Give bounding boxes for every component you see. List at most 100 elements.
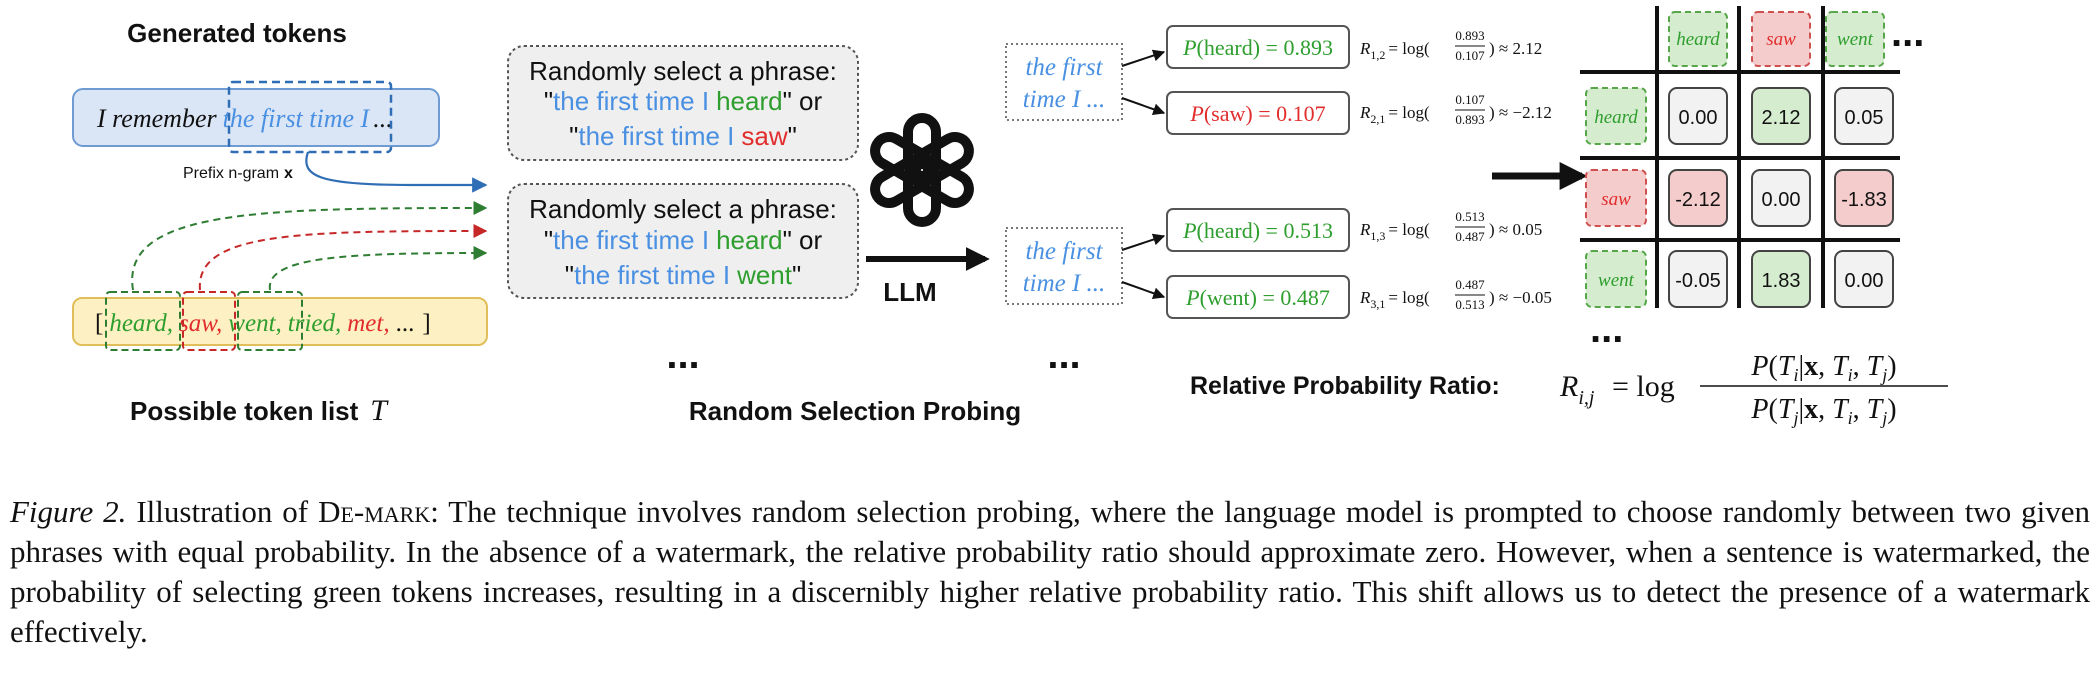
svg-text:time I ...: time I ... — [1023, 270, 1106, 297]
svg-text:0.107: 0.107 — [1455, 92, 1485, 107]
cell-3-1: -0.05 — [1668, 250, 1728, 308]
svg-text:R3,1= log(: R3,1 = log( — [1359, 288, 1430, 311]
probe-arrow-1b — [1121, 97, 1166, 116]
random-selection-probing-label: Random Selection Probing — [689, 396, 1021, 426]
llm-label: LLM — [883, 277, 936, 307]
svg-text:saw: saw — [1601, 189, 1631, 210]
prompt-box-1: Randomly select a phrase: "the first tim… — [507, 45, 859, 161]
ratio-formula: Ri,j = log P(Ti|x, Ti, Tj) P(Tj|x, Ti, T… — [1559, 351, 1948, 428]
caption-method-name: De-mark — [318, 494, 431, 529]
svg-text:[heard,saw,went,tried,met,...]: [heard, saw, went, tried, met,...] — [95, 310, 431, 337]
matrix-ellipsis-bottom: ... — [1590, 307, 1623, 351]
prompt-2-word-1: heard — [716, 225, 783, 255]
probe-context-2: the first time I ... — [1005, 227, 1123, 305]
caption-lead: Illustration of — [136, 494, 309, 529]
row-header-heard: heard — [1585, 87, 1647, 145]
prob-box-went-2: P(went) = 0.487 — [1166, 275, 1350, 319]
svg-text:0.513: 0.513 — [1455, 297, 1484, 312]
caption-label: Figure 2. — [10, 494, 127, 529]
row-header-went: went — [1585, 250, 1647, 308]
svg-text:) ≈ −2.12: ) ≈ −2.12 — [1489, 103, 1552, 122]
matrix-ellipsis-right: ... — [1891, 11, 1924, 55]
row-header-saw: saw — [1585, 169, 1647, 227]
token-arrow-saw — [198, 224, 488, 291]
col-header-saw: saw — [1751, 11, 1811, 67]
svg-text:1.83: 1.83 — [1762, 270, 1801, 292]
svg-text:-1.83: -1.83 — [1841, 189, 1887, 211]
svg-text:R2,1= log(: R2,1 = log( — [1359, 103, 1430, 126]
probe-arrow-1a — [1121, 49, 1166, 67]
cell-1-2: 2.12 — [1751, 87, 1811, 145]
svg-text:0.893: 0.893 — [1455, 28, 1484, 43]
openai-logo-icon — [870, 113, 974, 227]
figure-caption: Figure 2. Illustration of De-mark: The t… — [10, 492, 2090, 652]
svg-text:-0.05: -0.05 — [1675, 270, 1721, 292]
sentence-suffix: ... — [373, 104, 393, 133]
cell-2-2: 0.00 — [1751, 169, 1811, 227]
svg-text:) ≈ −0.05: ) ≈ −0.05 — [1489, 288, 1552, 307]
svg-text:0.05: 0.05 — [1845, 107, 1884, 129]
svg-text:P(went) = 0.487: P(went) = 0.487 — [1185, 285, 1330, 310]
cell-2-1: -2.12 — [1668, 169, 1728, 227]
prompt-1-head: Randomly select a phrase: — [529, 56, 837, 86]
token-tried: tried, — [288, 310, 341, 337]
svg-text:= log: = log — [1612, 370, 1675, 403]
cell-1-3: 0.05 — [1834, 87, 1894, 145]
prompt-1-word-2: saw — [741, 121, 787, 151]
probe-ellipsis: ... — [1047, 333, 1080, 377]
token-box-heard — [105, 291, 181, 351]
svg-text:went: went — [1837, 29, 1874, 50]
svg-text:the first: the first — [1025, 238, 1103, 265]
possible-token-list-label: Possible token list T — [130, 394, 389, 427]
relative-probability-ratio-label: Relative Probability Ratio: — [1190, 372, 1500, 400]
svg-text:0.00: 0.00 — [1845, 270, 1884, 292]
svg-text:) ≈ 0.05: ) ≈ 0.05 — [1489, 220, 1542, 239]
ratio-r12: R1,2 = log( 0.893 0.107 ) ≈ 2.12 — [1359, 28, 1542, 63]
token-met: met, — [347, 310, 389, 337]
prob-box-heard-1: P(heard) = 0.893 — [1166, 25, 1350, 69]
svg-text:2.12: 2.12 — [1762, 107, 1801, 129]
svg-text:) ≈ 2.12: ) ≈ 2.12 — [1489, 39, 1542, 58]
list-open-bracket: [ — [95, 310, 103, 337]
svg-text:0.513: 0.513 — [1455, 209, 1484, 224]
generated-sentence-box: I remember the first time I... — [72, 80, 440, 154]
prompt-2-base: the first time I — [553, 225, 709, 255]
list-close-bracket: ] — [422, 310, 430, 337]
token-heard: heard, — [109, 310, 173, 337]
token-went: went, — [228, 310, 281, 337]
svg-text:P(heard) = 0.513: P(heard) = 0.513 — [1182, 218, 1333, 243]
svg-text:went: went — [1598, 270, 1635, 291]
svg-text:heard: heard — [1594, 107, 1638, 128]
cell-2-3: -1.83 — [1834, 169, 1894, 227]
cell-1-1: 0.00 — [1668, 87, 1728, 145]
svg-text:-2.12: -2.12 — [1675, 189, 1721, 211]
token-arrow-went — [268, 246, 488, 291]
svg-text:0.00: 0.00 — [1679, 107, 1718, 129]
prompt-box-2: Randomly select a phrase: "the first tim… — [507, 183, 859, 299]
probe-arrow-2a — [1121, 233, 1166, 251]
demark-diagram: Generated tokens I remember the first tim… — [72, 6, 1948, 428]
svg-text:Ri,j: Ri,j — [1559, 370, 1595, 409]
ratio-r13: R1,3 = log( 0.513 0.487 ) ≈ 0.05 — [1359, 209, 1542, 244]
caption-text: : The technique involves random selectio… — [10, 494, 2090, 649]
prompt-1-word-1: heard — [716, 86, 783, 116]
svg-text:0.487: 0.487 — [1455, 277, 1485, 292]
svg-text:0.107: 0.107 — [1455, 48, 1485, 63]
token-saw: saw, — [179, 310, 222, 337]
svg-text:0.487: 0.487 — [1455, 229, 1485, 244]
prompt-2-head: Randomly select a phrase: — [529, 194, 837, 224]
svg-text:P(saw) = 0.107: P(saw) = 0.107 — [1189, 101, 1325, 126]
svg-text:time I ...: time I ... — [1023, 86, 1106, 113]
sentence-prefix: I remember — [96, 104, 217, 133]
cell-3-3: 0.00 — [1834, 250, 1894, 308]
token-more: ... — [396, 310, 415, 337]
svg-text:saw: saw — [1766, 29, 1796, 50]
prompt-2-word-2: went — [736, 260, 793, 290]
svg-text:heard: heard — [1676, 29, 1720, 50]
ratio-r21: R2,1 = log( 0.107 0.893 ) ≈ −2.12 — [1359, 92, 1552, 127]
probe-context-1: the first time I ... — [1005, 43, 1123, 121]
svg-text:R1,2= log(: R1,2 = log( — [1359, 39, 1430, 62]
